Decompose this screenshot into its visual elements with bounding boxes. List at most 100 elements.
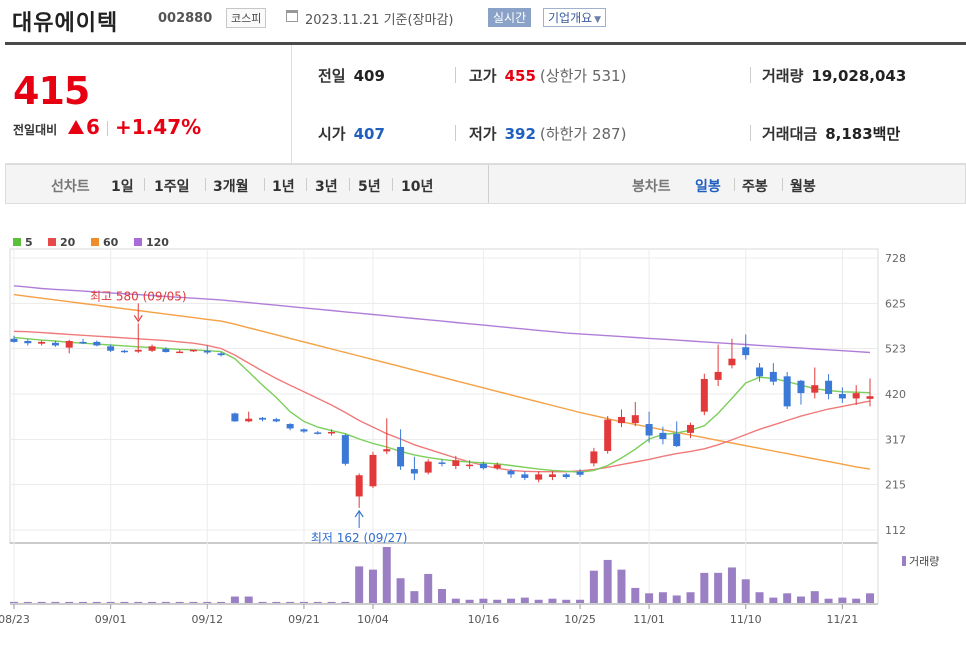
volume-bar	[327, 601, 336, 603]
period-3y[interactable]: 3년	[315, 179, 338, 195]
volume-bar	[769, 597, 778, 603]
legend-ma60: 60	[91, 236, 118, 249]
volume-bar	[148, 601, 157, 603]
stock-code: 002880	[158, 11, 213, 26]
volume-bar	[714, 572, 723, 603]
volume-value: 19,028,043	[811, 67, 907, 85]
change-amount: 6	[86, 115, 100, 139]
volume-bar	[230, 596, 239, 603]
base-date: 2023.11.21 기준(장마감)	[305, 13, 454, 28]
candle-body	[866, 396, 874, 399]
amount-unit: 백만	[872, 125, 901, 143]
candle-body	[10, 338, 18, 342]
candle-body	[466, 464, 474, 467]
low-label: 저가	[469, 125, 497, 143]
y-tick-label: 523	[885, 343, 906, 356]
volume-bar	[382, 547, 391, 603]
volume-bar	[838, 597, 847, 603]
period-1d[interactable]: 1일	[111, 179, 134, 195]
candle-body	[714, 371, 722, 380]
candle-body	[38, 341, 46, 344]
period-3m[interactable]: 3개월	[213, 179, 249, 195]
period-daily[interactable]: 일봉	[695, 179, 721, 195]
prev-close-label: 전일	[318, 67, 346, 85]
period-weekly[interactable]: 주봉	[742, 179, 768, 195]
period-1y[interactable]: 1년	[272, 179, 295, 195]
legend-ma5-label: 5	[25, 236, 33, 249]
volume-bar	[796, 596, 805, 603]
x-tick-label: 09/01	[95, 613, 127, 626]
period-separator	[144, 178, 145, 191]
volume-bar	[866, 593, 874, 603]
candle-body	[355, 475, 363, 497]
candle-body	[272, 419, 280, 422]
candle-body	[562, 474, 570, 478]
cell-separator	[750, 67, 751, 83]
cell-separator	[750, 125, 751, 141]
y-tick-label: 420	[885, 388, 906, 401]
y-tick-label: 112	[885, 524, 906, 537]
candle-body	[838, 394, 846, 399]
candle-body	[176, 351, 184, 354]
volume-bar	[548, 598, 557, 603]
x-tick-label: 09/21	[288, 613, 320, 626]
volume-bar	[727, 567, 736, 603]
volume-bar	[631, 587, 640, 603]
volume-bar	[244, 596, 253, 603]
candle-body	[162, 348, 170, 353]
volume-bar	[10, 601, 18, 603]
volume-bar	[686, 592, 695, 603]
legend-ma60-label: 60	[103, 236, 119, 249]
period-separator	[205, 178, 206, 191]
x-tick-label: 11/01	[633, 613, 665, 626]
volume-bar	[203, 601, 212, 603]
realtime-button[interactable]: 실시간	[488, 8, 532, 27]
company-info-label: 기업개요	[548, 11, 593, 25]
candle-body	[438, 462, 446, 464]
volume-bar	[51, 601, 60, 603]
volume-bar	[658, 592, 667, 603]
candle-body	[452, 460, 460, 466]
prev-close-value: 409	[353, 67, 385, 85]
x-tick-label: 11/10	[730, 613, 762, 626]
upper-limit: (상한가 531)	[539, 67, 627, 85]
volume-bar	[134, 601, 143, 603]
candle-body	[24, 341, 32, 344]
candle-body	[548, 474, 556, 478]
period-1w[interactable]: 1주일	[154, 179, 190, 195]
legend-ma5: 5	[13, 236, 33, 249]
period-separator	[392, 178, 393, 191]
volume-bar	[92, 601, 101, 603]
candle-body	[369, 454, 377, 487]
up-triangle-icon	[68, 120, 84, 134]
change-percent: +1.47%	[115, 115, 202, 139]
cell-separator	[455, 67, 456, 83]
candle-body	[286, 424, 294, 429]
volume-bar	[161, 601, 170, 603]
candle-body	[397, 446, 405, 467]
period-monthly[interactable]: 월봉	[790, 179, 816, 195]
ma5-line	[13, 336, 871, 473]
volume-bar	[258, 601, 267, 603]
stock-name: 대유에이텍	[12, 11, 119, 36]
high-value: 455	[504, 67, 536, 85]
volume-bar	[217, 601, 226, 603]
volume-bar	[410, 591, 419, 603]
candle-body	[617, 416, 625, 424]
period-10y[interactable]: 10년	[401, 179, 434, 195]
volume-bar	[645, 593, 654, 603]
company-info-dropdown[interactable]: 기업개요 ▼	[543, 8, 607, 27]
legend-ma20-label: 20	[60, 236, 76, 249]
volume-bar	[189, 601, 198, 603]
volume-bar	[562, 599, 571, 603]
volume-bar	[272, 601, 281, 603]
candle-body	[79, 341, 87, 344]
candle-body	[783, 376, 791, 407]
candle-body	[576, 471, 584, 475]
candle-body	[51, 342, 59, 346]
volume-bar	[493, 599, 502, 603]
period-5y[interactable]: 5년	[358, 179, 381, 195]
candle-body	[134, 349, 142, 352]
line-chart-label: 선차트	[51, 179, 90, 195]
